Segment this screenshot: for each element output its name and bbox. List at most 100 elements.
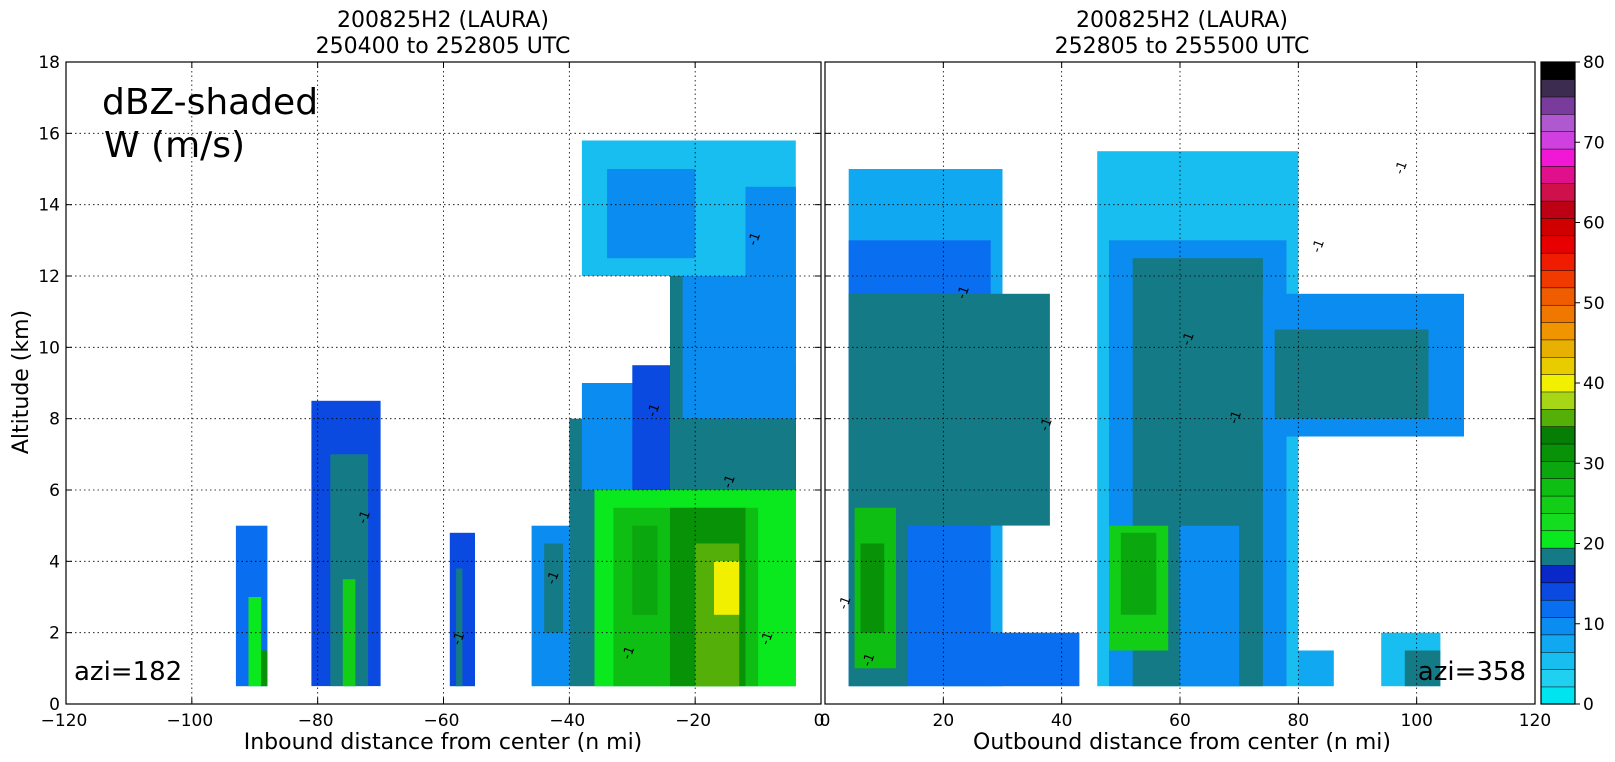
colorbar-swatch (1540, 651, 1576, 670)
colorbar-tick-label: 70 (1583, 133, 1605, 153)
w-contour-label: -1 (746, 230, 765, 247)
w-contour-label: -1 (1309, 238, 1328, 255)
dbz-colorbar: 0 10 20 30 40 50 60 70 80 (1540, 53, 1605, 715)
colorbar-swatch (1540, 131, 1576, 150)
left-panel: 200825H2 (LAURA) 250400 to 252805 UTC −1… (9, 8, 824, 755)
colorbar-swatch (1540, 287, 1576, 306)
colorbar-swatch (1540, 200, 1576, 219)
x-tick-label: 80 (1288, 711, 1310, 731)
colorbar-tick-label: 30 (1583, 454, 1605, 474)
colorbar-swatch (1540, 495, 1576, 514)
right-azimuth-label: azi=358 (1418, 657, 1526, 687)
reflectivity-cell (1180, 525, 1240, 687)
x-tick-label: −80 (298, 711, 334, 731)
w-contour-label: -1 (355, 509, 374, 526)
x-tick-label: −60 (424, 711, 460, 731)
reflectivity-cell (248, 597, 262, 687)
colorbar-swatch (1540, 426, 1576, 445)
x-tick-label: 100 (1400, 711, 1432, 731)
w-contour-label: -1 (954, 284, 973, 301)
colorbar-swatch (1540, 564, 1576, 584)
reflectivity-cell (1274, 329, 1429, 419)
reflectivity-cell (943, 632, 1080, 687)
right-panel: 200825H2 (LAURA) 252805 to 255500 UTC 0 2… (820, 8, 1552, 755)
w-contour-label: -1 (1179, 330, 1198, 347)
left-title-line2: 250400 to 252805 UTC (316, 34, 571, 59)
colorbar-swatch (1540, 339, 1576, 358)
colorbar-swatch (1540, 530, 1576, 549)
x-tick-label: −100 (166, 711, 213, 731)
reflectivity-cell (745, 186, 796, 348)
colorbar-swatch (1540, 599, 1576, 618)
y-tick-label: 14 (38, 196, 60, 216)
reflectivity-cell (544, 543, 564, 633)
y-tick-label: 0 (49, 695, 60, 715)
y-tick-label: 12 (38, 267, 60, 287)
reflectivity-cell (714, 561, 740, 615)
reflectivity-cell (342, 579, 356, 687)
left-annotation-line1: dBZ-shaded (102, 82, 318, 123)
colorbar-swatch (1540, 61, 1576, 80)
y-tick-label: 16 (38, 124, 60, 144)
colorbar-swatch (1540, 252, 1576, 271)
x-tick-label: 20 (933, 711, 955, 731)
y-tick-label: 6 (49, 481, 60, 501)
colorbar-swatch (1540, 322, 1576, 341)
w-contour-label: -1 (758, 630, 777, 647)
left-x-axis-label: Inbound distance from center (n mi) (244, 730, 643, 755)
colorbar-swatch (1540, 443, 1576, 462)
colorbar-tick-label: 10 (1583, 615, 1605, 635)
y-tick-label: 2 (49, 624, 60, 644)
right-title-line1: 200825H2 (LAURA) (1076, 8, 1288, 33)
colorbar-swatch (1540, 235, 1576, 254)
reflectivity-cell (1298, 650, 1334, 687)
colorbar-tick-label: 50 (1583, 294, 1605, 314)
x-tick-label: 120 (1519, 711, 1551, 731)
x-tick-label: −40 (549, 711, 585, 731)
colorbar-swatch (1540, 183, 1576, 202)
reflectivity-cell (1404, 650, 1441, 687)
w-contour-label: -1 (450, 630, 469, 647)
w-contour-label: -1 (620, 644, 639, 661)
reflectivity-cell (607, 169, 696, 259)
colorbar-tick-label: 80 (1583, 53, 1605, 73)
colorbar-swatch (1540, 165, 1576, 185)
reflectivity-cell (860, 543, 885, 633)
colorbar-swatch (1540, 391, 1576, 410)
reflectivity-cell (456, 568, 463, 687)
x-tick-label: 0 (820, 711, 831, 731)
x-tick-label: 60 (1169, 711, 1191, 731)
left-title-line1: 200825H2 (LAURA) (337, 8, 549, 33)
right-title-line2: 252805 to 255500 UTC (1055, 34, 1310, 59)
w-contour-label: -1 (645, 402, 664, 419)
w-contour-label: -1 (860, 651, 879, 668)
colorbar-swatch (1540, 478, 1576, 497)
x-tick-label: −120 (41, 711, 88, 731)
y-tick-label: 10 (38, 338, 60, 358)
y-tick-label: 8 (49, 410, 60, 430)
right-x-axis-label: Outbound distance from center (n mi) (973, 730, 1391, 755)
x-tick-label: 40 (1051, 711, 1073, 731)
colorbar-swatch (1540, 460, 1576, 479)
colorbar-swatch (1540, 582, 1576, 601)
reflectivity-cell (632, 525, 658, 615)
left-plot-area: −120 −100 −80 −60 −40 −20 0 0 2 4 6 8 10 12 14 16 18 -1 -1… (38, 53, 824, 731)
colorbar-swatch (1540, 686, 1576, 705)
colorbar-swatch (1540, 374, 1576, 393)
colorbar-swatch (1540, 616, 1576, 636)
colorbar-swatch (1540, 217, 1576, 237)
y-tick-label: 4 (49, 552, 60, 572)
reflectivity-cell (261, 650, 268, 687)
w-contour-label: -1 (1227, 409, 1246, 426)
colorbar-swatch (1540, 356, 1576, 375)
colorbar-swatch (1540, 96, 1576, 115)
colorbar-swatch (1540, 512, 1576, 532)
colorbar-swatch (1540, 547, 1576, 566)
y-tick-label: 18 (38, 53, 60, 73)
x-tick-label: 0 (814, 711, 825, 731)
colorbar-swatch (1540, 408, 1576, 427)
colorbar-swatch (1540, 113, 1576, 132)
colorbar-swatch (1540, 79, 1576, 98)
w-contour-label: -1 (1037, 416, 1056, 433)
